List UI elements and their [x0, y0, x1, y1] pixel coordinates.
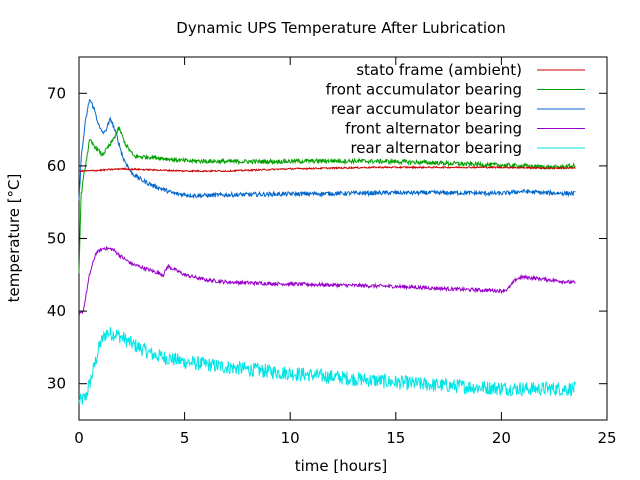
y-tick-label: 50: [47, 230, 66, 248]
series-line-4: [78, 246, 576, 316]
series-line-5: [78, 326, 576, 405]
series-layer: [78, 98, 576, 405]
y-tick-label: 40: [47, 302, 66, 320]
legend: stato frame (ambient) front accumulator b…: [326, 61, 585, 157]
y-tick-label: 60: [47, 157, 66, 175]
legend-label-1: stato frame (ambient): [356, 61, 522, 79]
series-line-1: [78, 165, 576, 173]
legend-label-4: front alternator bearing: [345, 120, 522, 138]
y-tick-label: 30: [47, 375, 66, 393]
series-line-2: [78, 125, 576, 274]
x-axis-label: time [hours]: [295, 457, 388, 475]
y-tick-label: 70: [47, 84, 66, 102]
legend-label-5: rear alternator bearing: [350, 139, 522, 157]
y-axis-label: temperature [°C]: [5, 174, 23, 303]
x-tick-label: 20: [492, 429, 511, 447]
x-tick-label: 25: [597, 429, 616, 447]
x-tick-label: 10: [281, 429, 300, 447]
legend-label-2: front accumulator bearing: [326, 81, 522, 99]
x-tick-label: 0: [74, 429, 84, 447]
x-tick-label: 15: [386, 429, 405, 447]
series-line-3: [78, 98, 576, 201]
x-tick-label: 5: [180, 429, 190, 447]
legend-label-3: rear accumulator bearing: [331, 100, 522, 118]
chart-title: Dynamic UPS Temperature After Lubricatio…: [176, 19, 505, 37]
axis-layer: 0 5 10 15 20 25 30 40 50 60 70: [47, 57, 617, 447]
